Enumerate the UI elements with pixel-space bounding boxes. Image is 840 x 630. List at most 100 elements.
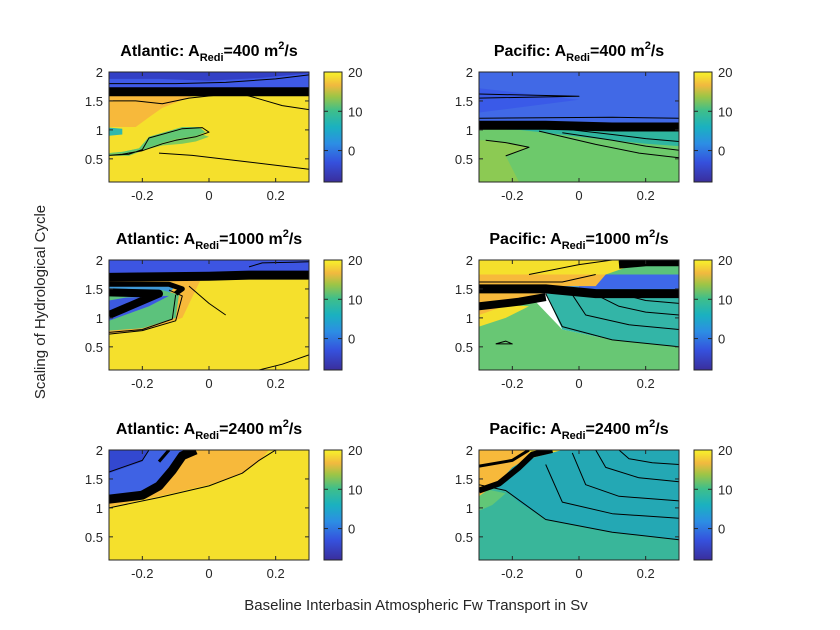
contour-line-2 — [109, 450, 150, 473]
colorbar-tick-label: 20 — [348, 253, 362, 268]
contour-region-2 — [479, 140, 529, 182]
plot-area — [109, 260, 309, 370]
contour-region-7 — [479, 274, 606, 287]
y-tick-label: 1 — [96, 311, 103, 326]
contour-line-6 — [485, 139, 530, 157]
panel-title: Atlantic: ARedi=2400 m2/s — [116, 418, 302, 442]
x-tick-label: 0 — [575, 376, 582, 391]
colorbar: 20 10 0 — [323, 443, 362, 561]
contour-panel-pacific-2400: -0.2 0 0.2 0.5 1 1.5 2 Pacific: ARedi=2400 m2/s… — [455, 418, 733, 581]
contour-line-7 — [495, 340, 513, 345]
contour-region-3 — [109, 72, 309, 81]
contour-region-5 — [109, 295, 169, 321]
contour-line-3 — [545, 293, 679, 348]
y-tick-label: 2 — [96, 65, 103, 80]
colorbar-tick-label: 0 — [348, 332, 355, 347]
colorbar: 20 10 0 — [323, 65, 362, 183]
y-tick-label: 2 — [466, 253, 473, 268]
x-tick-label: -0.2 — [131, 188, 153, 203]
x-tick-label: 0.2 — [637, 376, 655, 391]
y-tick-label: 0.5 — [85, 152, 103, 167]
colorbar-gradient — [693, 449, 713, 561]
panel-title: Atlantic: ARedi=400 m2/s — [120, 40, 298, 64]
contour-line-0 — [109, 450, 198, 504]
y-tick-label: 0.5 — [455, 340, 473, 355]
y-tick-label: 0.5 — [455, 530, 473, 545]
contour-panel-atlantic-2400: -0.2 0 0.2 0.5 1 1.5 2 Atlantic: ARedi=2400 m2/… — [85, 418, 363, 581]
y-tick-label: 1 — [466, 501, 473, 516]
y-tick-label: 2 — [466, 65, 473, 80]
colorbar-gradient — [693, 71, 713, 183]
contour-line-3 — [109, 289, 183, 335]
colorbar-tick-label: 10 — [718, 104, 732, 119]
contour-region-5 — [109, 127, 206, 154]
contour-line-4 — [571, 294, 679, 330]
colorbar-tick-label: 20 — [718, 443, 732, 458]
contour-region-3 — [479, 450, 546, 497]
panels-group: -0.2 0 0.2 0.5 1 1.5 2 Atlantic: ARedi=400 m2/s… — [85, 40, 733, 581]
contour-line-0 — [109, 270, 309, 282]
contour-panel-pacific-1000: -0.2 0 0.2 0.5 1 1.5 2 Pacific: ARedi=1000 m2/s… — [455, 228, 733, 391]
contour-region-1 — [479, 484, 679, 560]
colorbar-tick-label: 0 — [718, 332, 725, 347]
contour-line-3 — [562, 128, 679, 142]
contour-line-1 — [109, 74, 309, 85]
contour-region-3 — [109, 450, 149, 474]
colorbar-gradient — [693, 259, 713, 371]
contour-line-3 — [242, 93, 309, 111]
contour-region-5 — [579, 274, 679, 289]
contour-line-4 — [562, 132, 679, 151]
contour-line-3 — [157, 450, 171, 463]
contour-line-5 — [538, 130, 679, 159]
x-tick-label: 0 — [205, 188, 212, 203]
contour-line-1 — [109, 288, 163, 319]
colorbar-tick-label: 0 — [718, 522, 725, 537]
colorbar-tick-label: 10 — [718, 292, 732, 307]
contour-region-0 — [479, 294, 679, 370]
colorbar-tick-label: 20 — [718, 253, 732, 268]
colorbar-tick-label: 20 — [348, 443, 362, 458]
panel-title: Atlantic: ARedi=1000 m2/s — [116, 228, 302, 252]
colorbar-tick-label: 0 — [348, 144, 355, 159]
contour-line-1 — [479, 116, 679, 119]
x-tick-label: 0.2 — [267, 376, 285, 391]
contour-line-2 — [109, 94, 216, 105]
colorbar-gradient — [323, 71, 343, 183]
contour-line-6 — [479, 450, 530, 468]
contour-line-0 — [479, 284, 679, 299]
x-tick-label: -0.2 — [501, 188, 523, 203]
x-tick-label: 0.2 — [637, 566, 655, 581]
contour-line-1 — [109, 450, 276, 509]
contour-line-9 — [528, 260, 613, 275]
contour-line-4 — [595, 450, 679, 483]
panel-title: Pacific: ARedi=2400 m2/s — [489, 418, 668, 442]
contour-line-1 — [479, 293, 547, 311]
plot-area — [109, 450, 309, 560]
contour-panel-pacific-400: -0.2 0 0.2 0.5 1 1.5 2 Pacific: ARedi=400 m2/s 2… — [455, 40, 733, 203]
contour-line-4 — [109, 294, 177, 333]
contour-line-2 — [545, 464, 679, 519]
y-tick-label: 1.5 — [85, 282, 103, 297]
y-tick-label: 2 — [96, 443, 103, 458]
y-tick-label: 1.5 — [85, 94, 103, 109]
colorbar-tick-label: 20 — [348, 65, 362, 80]
colorbar-tick-label: 10 — [348, 292, 362, 307]
y-tick-label: 2 — [96, 253, 103, 268]
y-tick-label: 1 — [466, 311, 473, 326]
y-tick-label: 0.5 — [455, 152, 473, 167]
x-tick-label: -0.2 — [131, 566, 153, 581]
contour-line-7 — [258, 354, 309, 370]
colorbar: 20 10 0 — [693, 443, 732, 561]
colorbar: 20 10 0 — [693, 253, 732, 371]
colorbar-tick-label: 10 — [348, 482, 362, 497]
contour-line-1 — [479, 484, 679, 541]
y-tick-label: 1 — [96, 501, 103, 516]
contour-region-4 — [479, 72, 679, 123]
colorbar-tick-label: 0 — [718, 144, 725, 159]
contour-region-1 — [545, 293, 679, 347]
x-tick-label: 0 — [205, 376, 212, 391]
contour-line-8 — [479, 274, 596, 283]
colorbar: 20 10 0 — [693, 65, 732, 183]
y-tick-label: 1 — [96, 123, 103, 138]
